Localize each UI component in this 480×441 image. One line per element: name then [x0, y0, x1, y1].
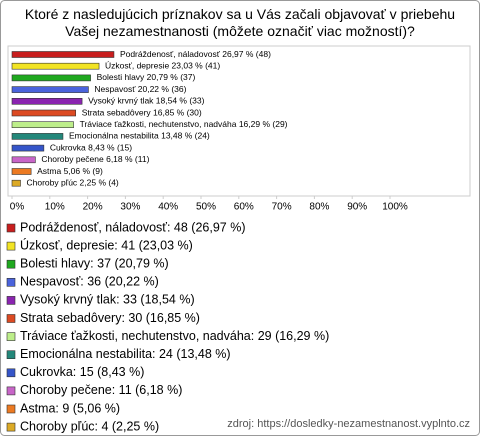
legend-label: Choroby pľúc: 4 (2,25 %): [20, 419, 159, 433]
x-tick-label: 10%: [45, 202, 65, 213]
legend-swatch: [6, 277, 16, 287]
legend-label: Cukrovka: 15 (8,43 %): [20, 365, 144, 379]
bar: [11, 133, 64, 140]
bar: [11, 144, 45, 152]
legend-label: Tráviace ťažkosti, nechutenstvo, nadváha…: [20, 329, 329, 343]
bar: [11, 179, 21, 187]
chart-title: Ktoré z nasledujúcich príznakov sa u Vás…: [25, 6, 455, 39]
legend-label: Choroby pečene: 11 (6,18 %): [20, 383, 182, 397]
x-tick-label: 30%: [120, 202, 140, 213]
legend-swatch: [6, 386, 16, 396]
bar: [11, 109, 76, 117]
legend-swatch: [6, 422, 16, 432]
x-tick-label: 20%: [83, 202, 103, 213]
bar: [11, 51, 115, 58]
x-tick-label: 80%: [309, 202, 329, 213]
legend-swatch: [6, 368, 16, 378]
x-tick-label: 90%: [347, 202, 367, 213]
legend-swatch: [6, 223, 16, 233]
bar-label: Bolesti hlavy 20,79 % (37): [97, 72, 196, 82]
legend-swatch: [6, 259, 16, 269]
x-tick-label: 0%: [10, 202, 25, 213]
bar-label: Vysoký krvný tlak 18,54 % (33): [88, 96, 205, 106]
legend-label: Nespavosť: 36 (20,22 %): [20, 275, 159, 289]
bar-label: Nespavosť 20,22 % (36): [94, 84, 186, 94]
legend-label: Astma: 9 (5,06 %): [20, 401, 120, 415]
x-tick-label: 100%: [382, 202, 408, 213]
source: zdroj: https://dosledky-nezamestnanost.v…: [227, 418, 470, 430]
bar: [11, 62, 100, 70]
legend-label: Strata sebadôvery: 30 (16,85 %): [20, 311, 200, 325]
x-tick-label: 50%: [196, 202, 216, 213]
legend-label: Podráždenosť, náladovosť: 48 (26,97 %): [20, 220, 246, 234]
bar-label: Strata sebadôvery 16,85 % (30): [82, 107, 202, 117]
bar-label: Cukrovka 8,43 % (15): [50, 142, 132, 152]
bar-label: Choroby pľúc 2,25 % (4): [27, 177, 119, 187]
plot-area: [7, 45, 471, 197]
bar: [11, 74, 91, 82]
legend-swatch: [6, 314, 16, 323]
legend-label: Emocionálna nestabilita: 24 (13,48 %): [20, 347, 231, 361]
bar-label: Astma 5,06 % (9): [37, 166, 103, 176]
x-tick-label: 40%: [158, 202, 178, 213]
bar: [11, 121, 74, 128]
legend-swatch: [6, 350, 16, 360]
bar: [11, 168, 32, 175]
legend-label: Úzkosť, depresie: 41 (23,03 %): [20, 237, 193, 252]
bar-label: Emocionálna nestabilita 13,48 % (24): [69, 131, 210, 141]
legend-swatch: [6, 296, 16, 305]
bar: [11, 98, 83, 105]
bar-label: Choroby pečene 6,18 % (11): [41, 154, 149, 164]
legend-swatch: [6, 241, 16, 251]
legend-label: Bolesti hlavy: 37 (20,79 %): [20, 256, 169, 270]
bar: [11, 156, 36, 164]
legend-swatch: [6, 404, 16, 414]
bar-label: Úzkosť, depresie 23,03 % (41): [105, 60, 220, 70]
legend-swatch: [6, 332, 16, 341]
bar: [11, 86, 89, 93]
x-tick-label: 60%: [234, 202, 254, 213]
x-tick-label: 70%: [272, 202, 292, 213]
bar-label: Podráždenosť, náladovosť 26,97 % (48): [120, 49, 271, 59]
legend-label: Vysoký krvný tlak: 33 (18,54 %): [20, 293, 195, 307]
bar-label: Tráviace ťažkosti, nechutenstvo, nadváha…: [80, 119, 288, 129]
